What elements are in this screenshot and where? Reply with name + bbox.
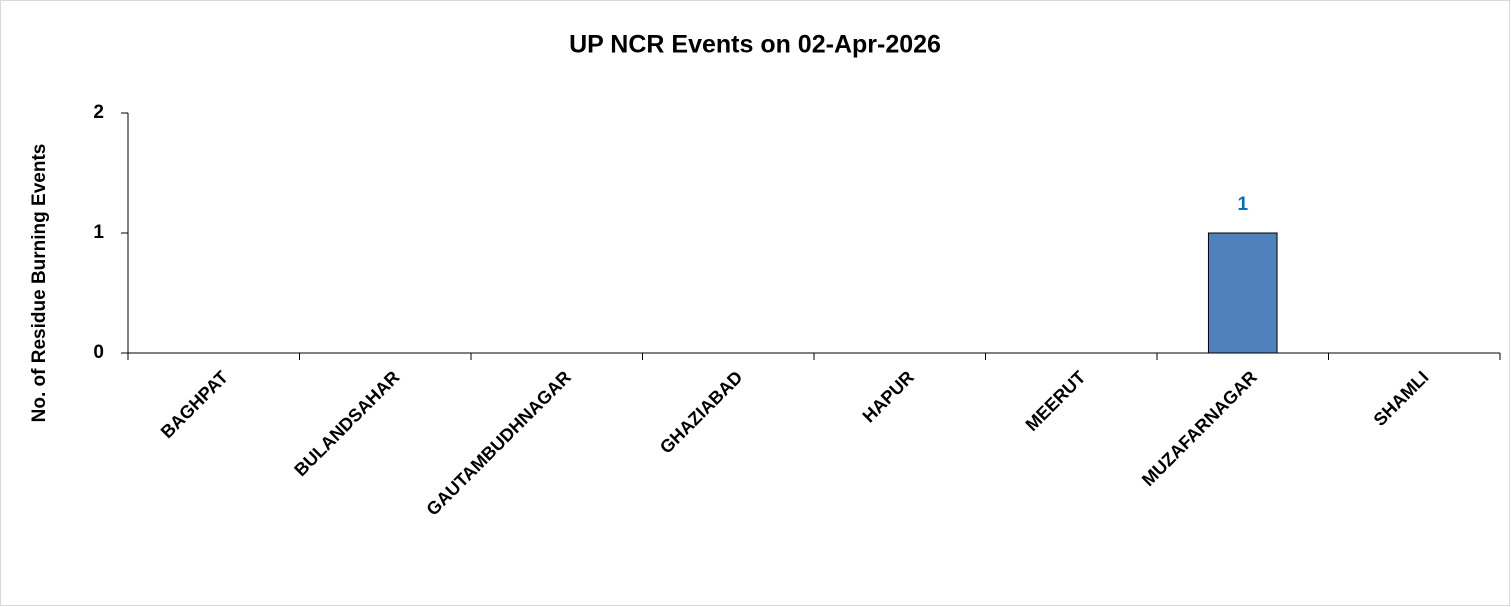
data-label: 1 [1237,194,1248,215]
chart-title: UP NCR Events on 02-Apr-2026 [569,31,941,59]
y-tick-label: 0 [93,342,104,363]
y-tick-label: 2 [93,102,104,123]
y-axis-label: No. of Residue Burning Events [29,144,50,423]
bar [1207,232,1278,354]
y-tick-label: 1 [93,222,104,243]
